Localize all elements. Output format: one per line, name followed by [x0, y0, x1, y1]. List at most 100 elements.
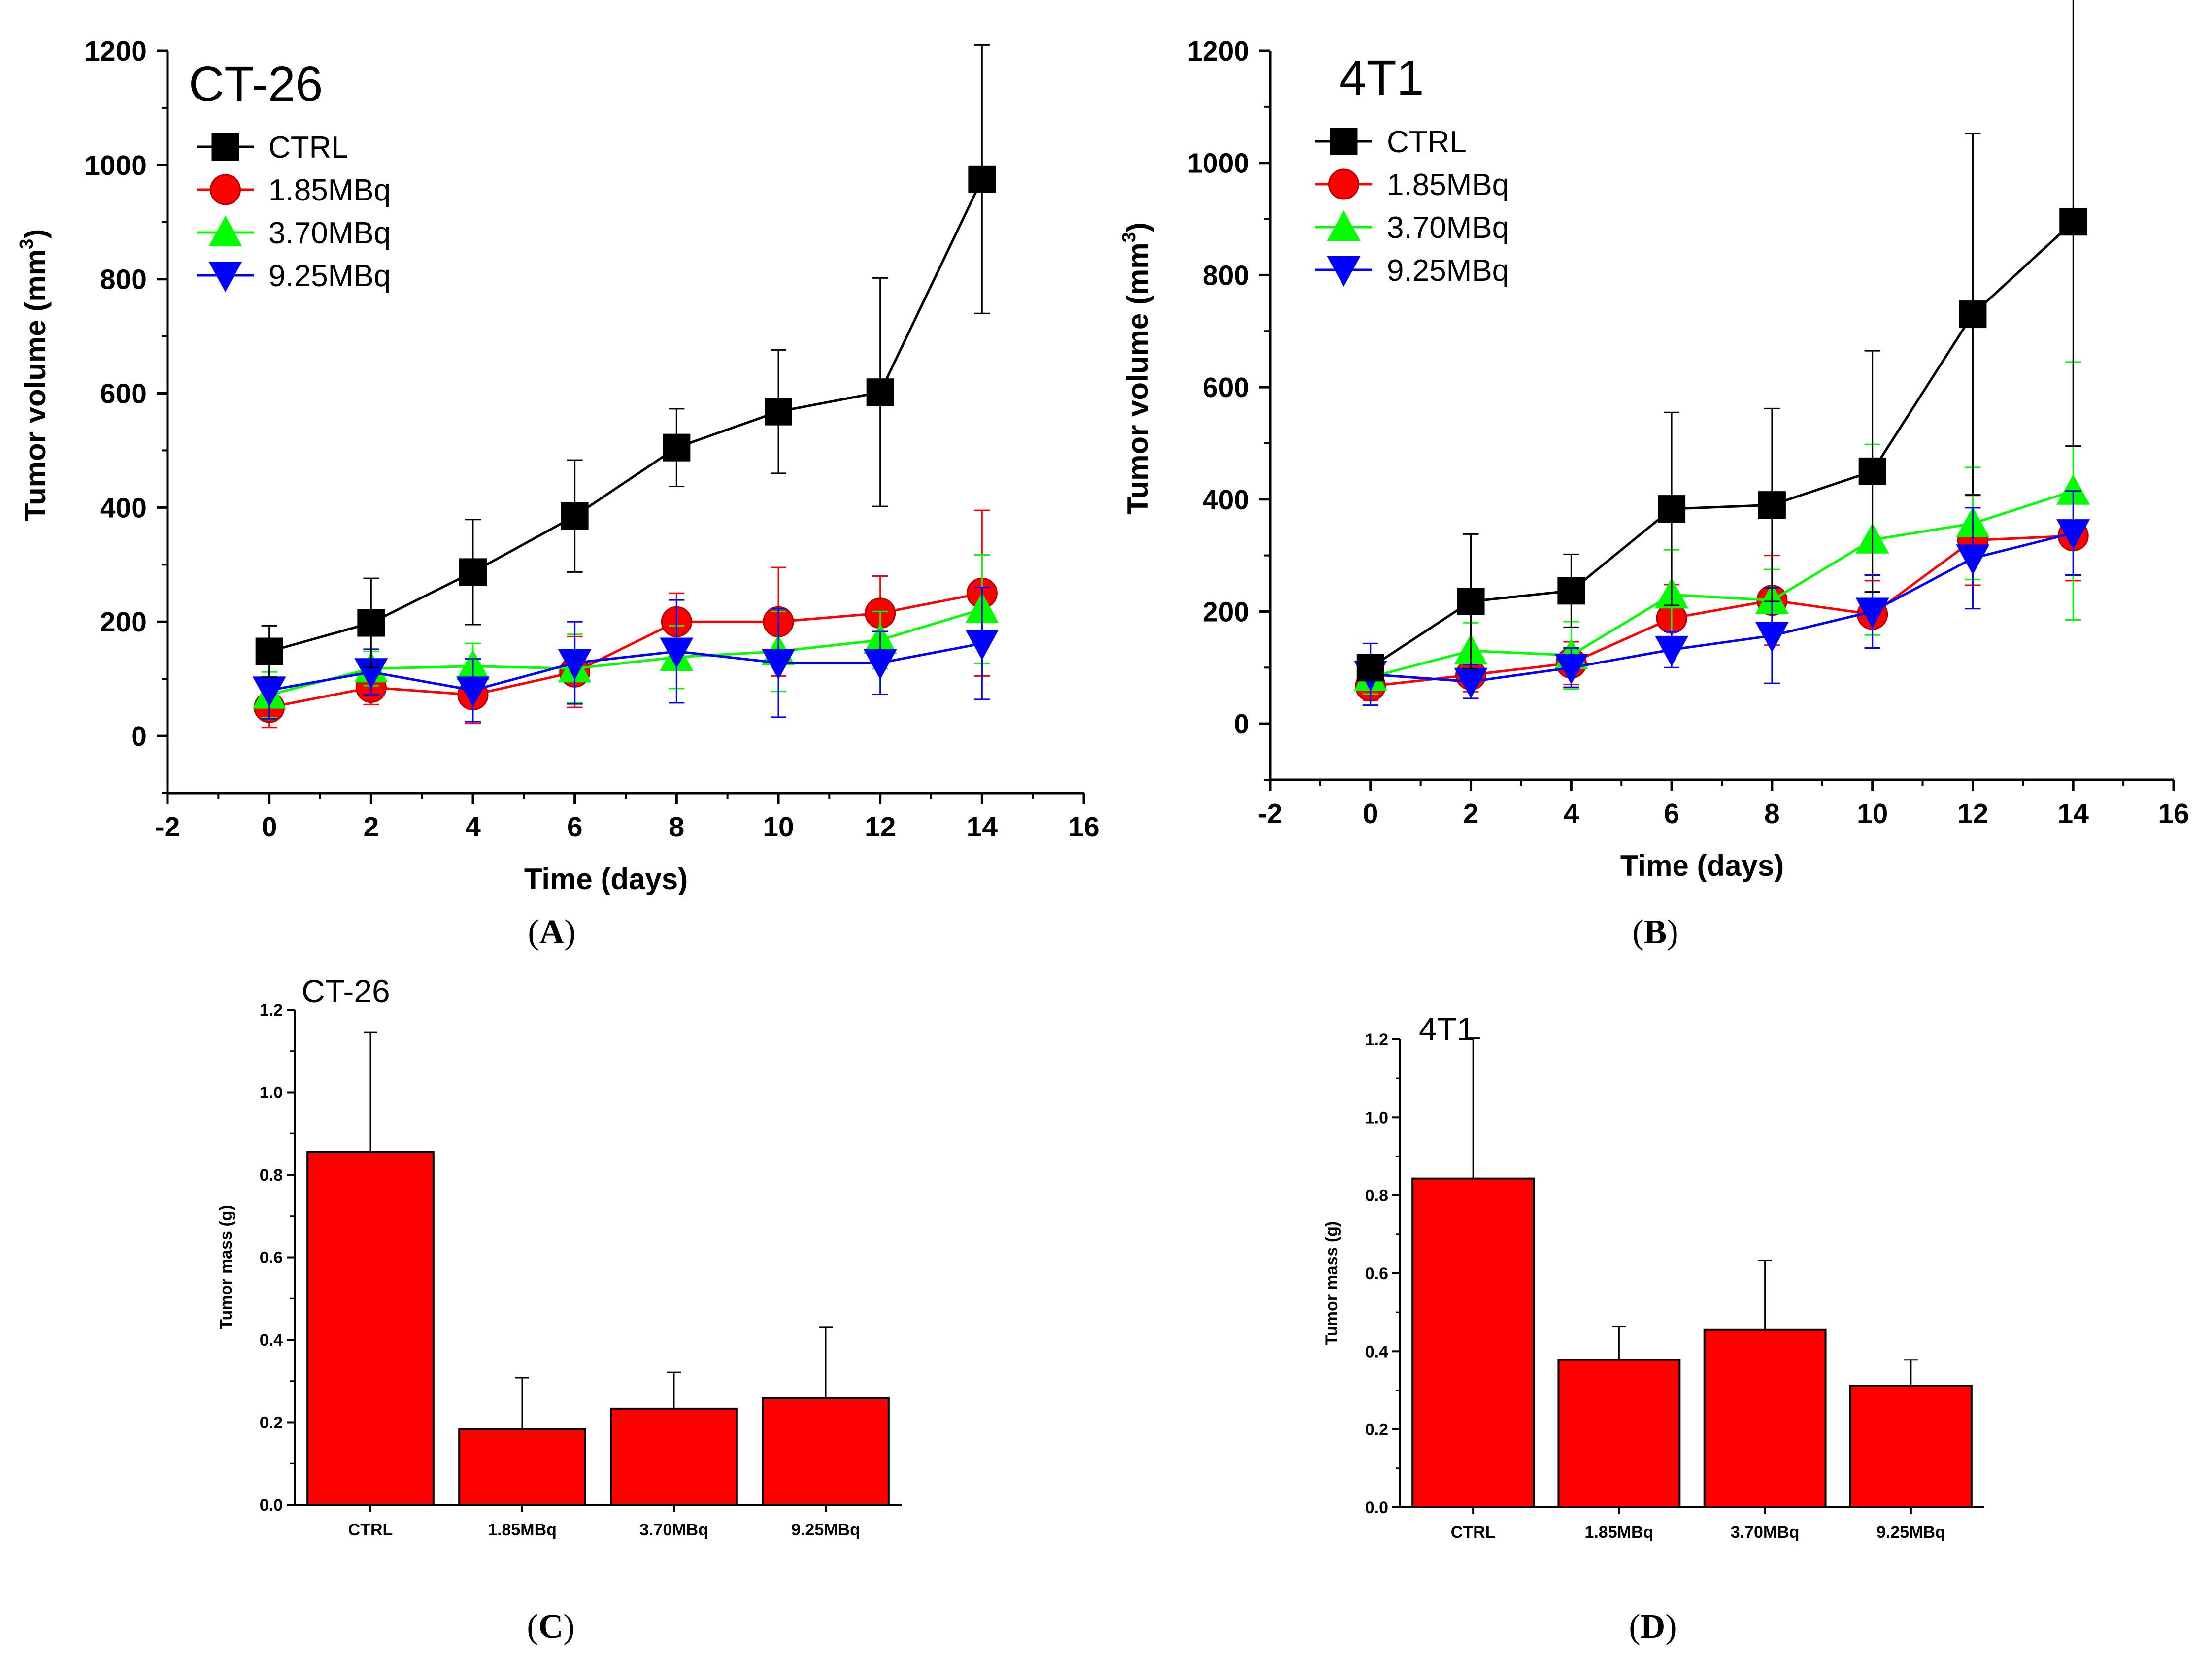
series-9.25MBq: [252, 587, 999, 723]
x-tick-label: 12: [1957, 798, 1988, 829]
panel-label: (D): [1629, 1608, 1676, 1646]
y-tick-label: 1.2: [260, 1001, 283, 1020]
data-point: [1457, 587, 1485, 615]
legend-label: 3.70MBq: [1387, 211, 1509, 245]
chart-title: 4T1: [1339, 50, 1424, 105]
x-tick-label: 1.85MBq: [488, 1521, 557, 1539]
data-point: [561, 502, 589, 530]
x-tick-label: 14: [2058, 798, 2089, 829]
bar-group: CTRL: [1411, 1037, 1535, 1542]
y-tick-label: 400: [1203, 484, 1249, 516]
y-axis-label-main: Tumor volume (mm: [19, 249, 52, 521]
x-tick-label: 9.25MBq: [1877, 1523, 1945, 1542]
x-tick-label: 14: [967, 811, 998, 843]
data-point: [252, 676, 286, 707]
y-axis-label-main: Tumor volume (mm: [1121, 242, 1154, 514]
panel-letter: D: [1641, 1608, 1666, 1646]
data-point: [2056, 519, 2090, 550]
panel-label: (A): [528, 913, 575, 951]
x-tick-label: 8: [1764, 798, 1780, 829]
bar: [1849, 1385, 1973, 1508]
y-tick-label: 0: [131, 721, 147, 752]
data-point: [1755, 622, 1789, 653]
y-tick-label: 0.0: [1365, 1498, 1388, 1517]
data-point: [866, 378, 894, 406]
y-axis-label-sup: 3: [1119, 232, 1140, 242]
legend-label: 1.85MBq: [268, 173, 391, 207]
panel-paren: ): [1665, 1608, 1676, 1646]
y-tick-label: 1200: [84, 35, 147, 67]
series-CTRL: [1356, 0, 2087, 682]
data-point: [2056, 474, 2090, 505]
legend: CTRL 1.85MBq 3.70MBq 9.25MBq: [1315, 125, 1509, 288]
x-tick-label: 16: [2158, 798, 2189, 829]
bar: [610, 1407, 738, 1506]
x-tick-label: 2: [1463, 798, 1479, 829]
legend-marker: [208, 262, 242, 292]
bar-group: 3.70MBq: [1703, 1260, 1827, 1542]
legend-label: 9.25MBq: [268, 259, 391, 293]
series-line: [1370, 534, 2074, 688]
bar-group: 9.25MBq: [762, 1326, 890, 1539]
y-axis-label: Tumor mass (g): [1322, 1221, 1341, 1346]
x-tick-label: CTRL: [1451, 1523, 1496, 1542]
legend-marker: [211, 133, 239, 161]
y-axis-label: Tumor volume (mm3): [1119, 222, 1154, 514]
panel-paren: (: [527, 1608, 538, 1646]
x-axis-label: Time (days): [524, 862, 688, 895]
panel-paren: (: [1629, 1608, 1640, 1646]
bar: [1703, 1328, 1827, 1509]
x-tick-label: 0: [1363, 798, 1378, 829]
series-line: [269, 592, 982, 709]
data-point: [965, 630, 999, 661]
data-point: [1858, 457, 1886, 485]
bar-group: CTRL: [306, 1031, 435, 1539]
data-point: [1557, 577, 1585, 605]
data-point: [1454, 667, 1488, 698]
y-tick-label: 400: [100, 492, 147, 524]
legend-marker: [210, 174, 241, 205]
panel-paren: ): [563, 1608, 574, 1646]
panel-letter: B: [1644, 913, 1667, 951]
legend-marker: [1330, 128, 1358, 155]
x-tick-label: 12: [865, 811, 896, 843]
panel-paren: (: [1632, 913, 1643, 951]
y-tick-label: 800: [100, 264, 147, 296]
y-tick-label: 0.6: [260, 1249, 283, 1267]
panel-letter: A: [539, 913, 565, 951]
data-point: [1855, 597, 1889, 629]
legend-label: CTRL: [268, 131, 348, 165]
legend: CTRL 1.85MBq 3.70MBq 9.25MBq: [197, 131, 391, 293]
legend-label: 1.85MBq: [1387, 168, 1509, 202]
bar-group: 3.70MBq: [610, 1371, 738, 1539]
series-line: [268, 178, 983, 653]
x-tick-label: 0: [262, 811, 277, 843]
legend-label: 9.25MBq: [1387, 254, 1509, 288]
bar: [762, 1397, 890, 1506]
x-tick-label: 6: [567, 811, 583, 843]
series-9.25MBq: [1353, 490, 2090, 706]
y-tick-label: 600: [1203, 372, 1249, 403]
bar: [458, 1428, 586, 1506]
data-point: [1356, 654, 1384, 682]
chart-title: CT-26: [302, 973, 390, 1009]
x-tick-label: CTRL: [348, 1521, 393, 1539]
data-point: [1554, 654, 1588, 685]
data-point: [459, 558, 487, 586]
panel-paren: ): [564, 913, 575, 951]
data-point: [765, 398, 792, 426]
panel-paren: ): [1667, 913, 1678, 951]
x-tick-label: 4: [465, 811, 481, 843]
x-tick-label: -2: [1258, 798, 1283, 829]
x-tick-label: 8: [669, 811, 684, 843]
y-tick-label: 0.0: [260, 1496, 283, 1515]
legend-label: 3.70MBq: [268, 216, 391, 250]
y-tick-label: 800: [1203, 260, 1249, 291]
data-point: [357, 609, 385, 637]
data-point: [2059, 208, 2087, 236]
y-tick-label: 1.0: [1365, 1108, 1388, 1127]
bar: [1557, 1359, 1681, 1508]
line-chart-A: -2 0 2 4 6 8 10 12 14 16 0 200 400 600 800 1000 1200 Time…: [16, 35, 1100, 951]
y-tick-label: 200: [100, 606, 147, 638]
